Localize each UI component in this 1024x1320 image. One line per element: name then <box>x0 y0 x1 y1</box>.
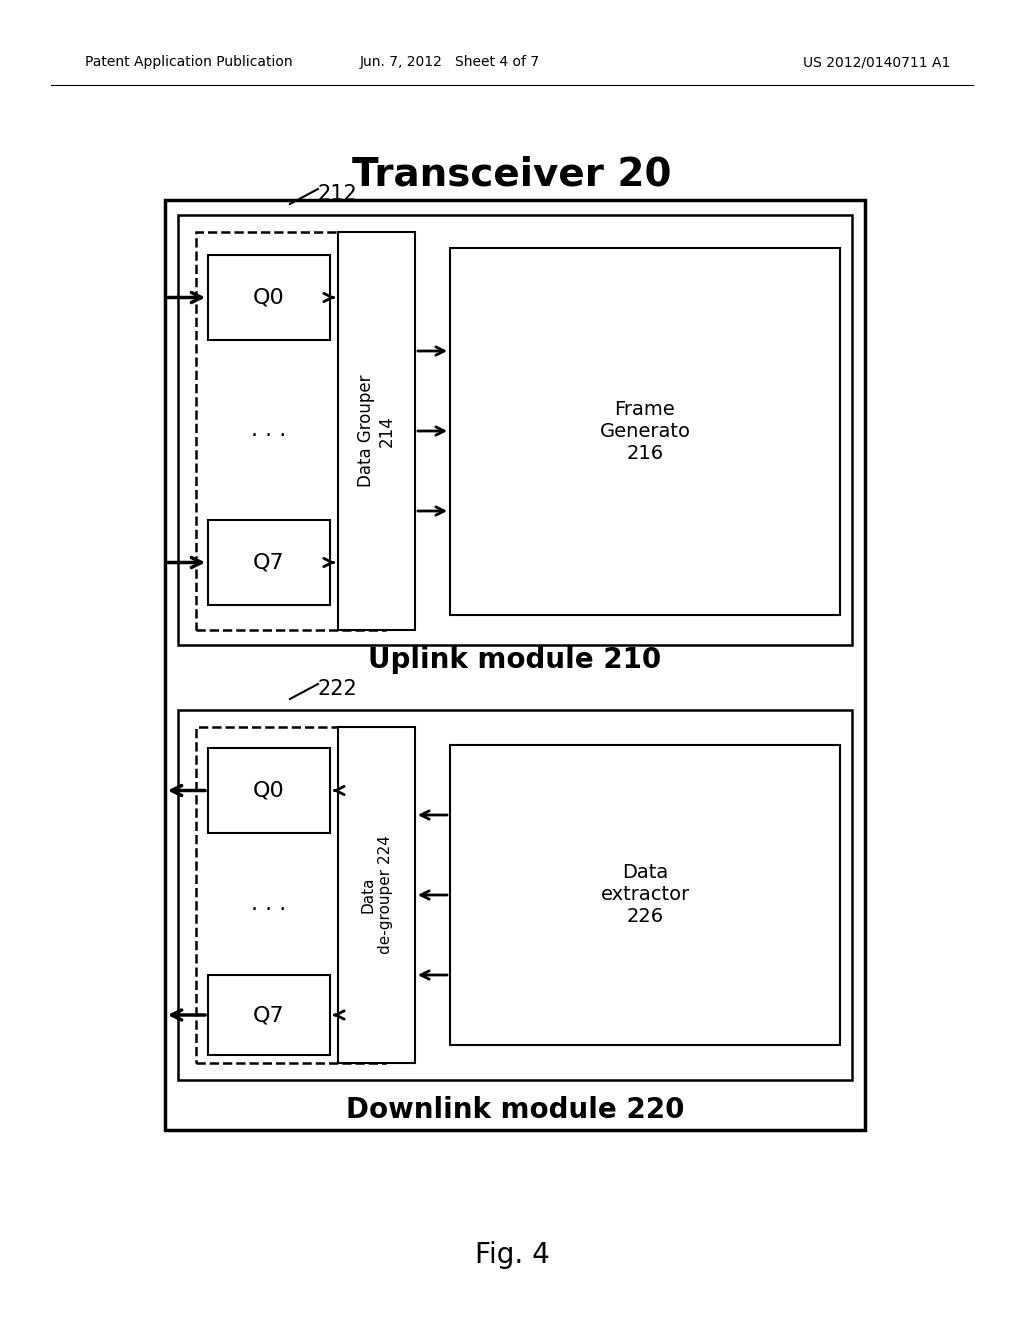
Bar <box>196 232 385 630</box>
Text: Data
de-grouper 224: Data de-grouper 224 <box>360 836 392 954</box>
Bar <box>178 215 852 645</box>
Text: 212: 212 <box>317 183 357 205</box>
Text: Data
extractor
226: Data extractor 226 <box>600 863 689 927</box>
Text: . . .: . . . <box>251 420 287 440</box>
Bar <box>338 727 415 1063</box>
Text: Jun. 7, 2012   Sheet 4 of 7: Jun. 7, 2012 Sheet 4 of 7 <box>360 55 540 69</box>
Bar <box>208 975 330 1055</box>
Text: Q0: Q0 <box>253 288 285 308</box>
Bar <box>208 255 330 341</box>
Bar <box>338 232 415 630</box>
Bar <box>196 727 385 1063</box>
Text: Transceiver 20: Transceiver 20 <box>352 156 672 194</box>
Text: US 2012/0140711 A1: US 2012/0140711 A1 <box>803 55 950 69</box>
Text: Downlink module 220: Downlink module 220 <box>346 1096 684 1125</box>
Text: Uplink module 210: Uplink module 210 <box>369 645 662 675</box>
Bar <box>208 748 330 833</box>
Text: Data Grouper
214: Data Grouper 214 <box>357 375 396 487</box>
Bar <box>450 744 840 1045</box>
Text: Fig. 4: Fig. 4 <box>475 1241 549 1269</box>
Text: Q7: Q7 <box>253 553 285 573</box>
Text: Q0: Q0 <box>253 780 285 800</box>
Bar <box>208 520 330 605</box>
Bar <box>165 201 865 1130</box>
Text: Patent Application Publication: Patent Application Publication <box>85 55 293 69</box>
Text: . . .: . . . <box>251 894 287 913</box>
Text: Frame
Generato
216: Frame Generato 216 <box>599 400 690 463</box>
Text: Q7: Q7 <box>253 1005 285 1026</box>
Text: 222: 222 <box>317 678 357 700</box>
Bar <box>178 710 852 1080</box>
Bar <box>450 248 840 615</box>
